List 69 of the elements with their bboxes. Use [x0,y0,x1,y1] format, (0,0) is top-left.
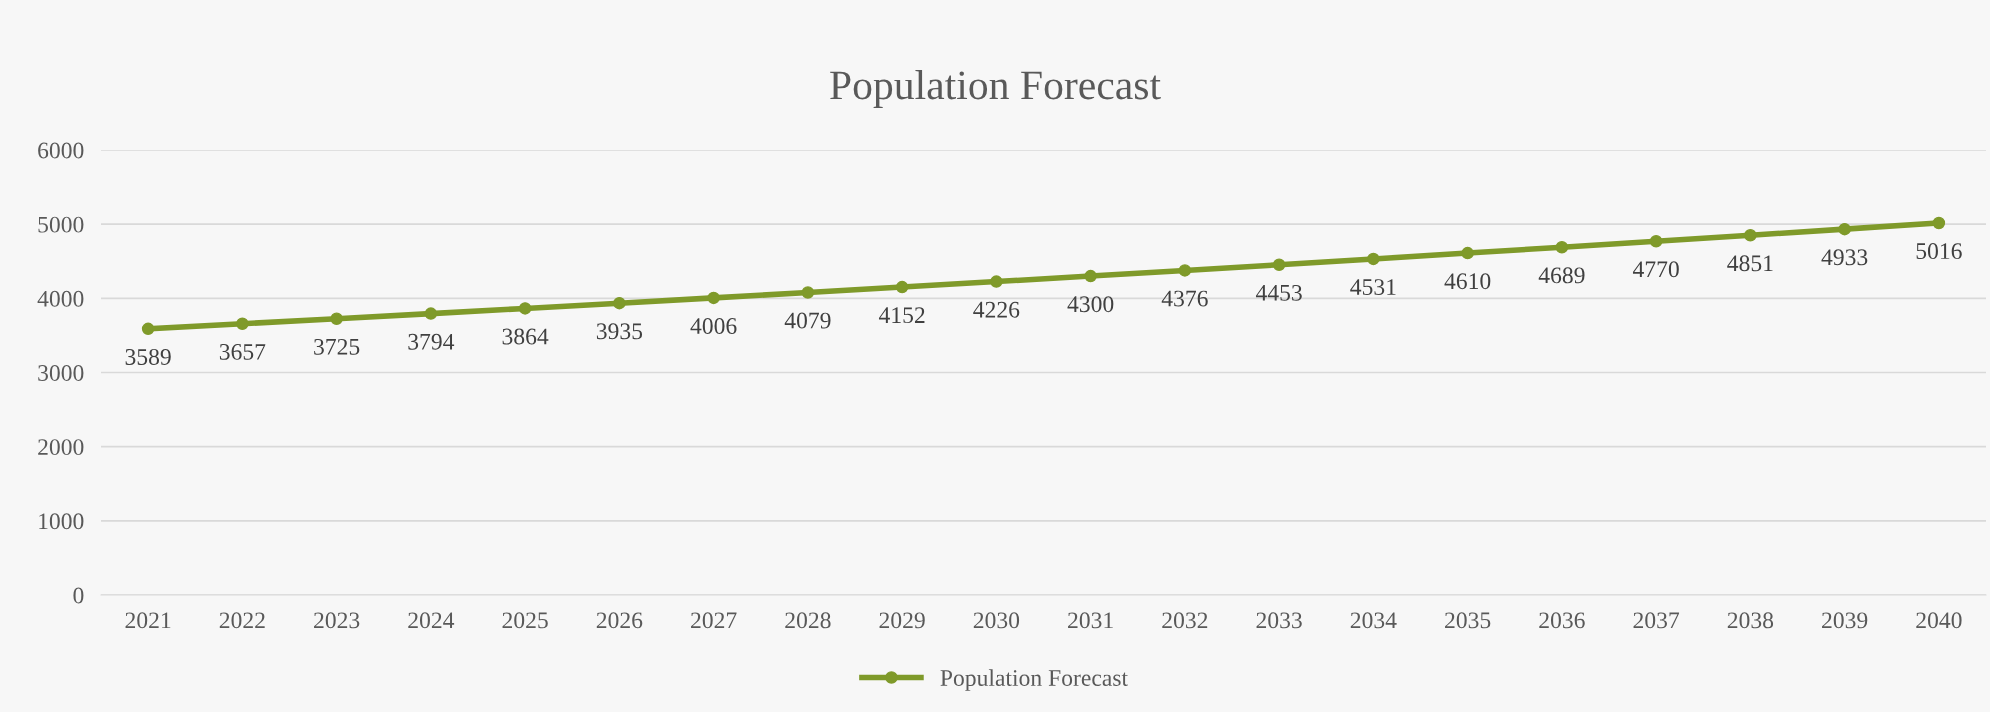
point [141,322,155,336]
point [1838,222,1851,236]
x-tick-label: 2037 [1633,612,1680,629]
point [613,296,626,310]
x-tick-label: 2032 [1162,612,1208,629]
data-label: 4453 [1255,284,1302,301]
x-tick-label: 2038 [1727,612,1774,629]
x-tick-label: 2040 [1916,612,1962,629]
x-tick-label: 2026 [596,612,643,629]
data-label: 4851 [1727,255,1773,272]
x-tick-label: 2021 [125,612,171,629]
point [895,280,909,294]
point [330,312,343,325]
y-tick-label: 1000 [39,513,84,530]
legend-label: Population Forecast [940,669,1128,691]
point [1084,269,1097,283]
y-tick-label: 6000 [38,142,84,159]
point [518,302,532,315]
x-tick-label: 2030 [973,612,1020,629]
x-tick-label: 2023 [314,612,360,629]
x-tick-label: 2031 [1068,612,1113,629]
data-label: 5016 [1916,243,1962,260]
x-tick-label: 2036 [1539,612,1585,629]
point [1461,246,1474,260]
data-label: 3725 [314,338,360,355]
point [1649,234,1663,248]
data-label: 3657 [219,343,266,360]
y-tick-label: 2000 [38,439,84,456]
data-label: 4689 [1538,267,1585,284]
data-label: 3794 [408,333,455,350]
data-label: 4770 [1632,261,1679,278]
y-tick-label: 4000 [37,290,84,307]
point [1932,216,1946,230]
x-tick-label: 2025 [502,612,548,629]
data-label: 3935 [596,323,643,340]
y-tick-label: 0 [73,587,84,604]
point [1744,228,1757,242]
point [1272,258,1286,271]
x-tick-label: 2027 [691,612,737,629]
data-label: 4610 [1444,273,1491,290]
point [801,286,815,299]
point [1367,252,1380,266]
data-label: 4079 [784,312,831,329]
data-label: 3589 [125,348,171,365]
x-tick-label: 2022 [219,612,265,629]
data-label: 4376 [1161,290,1208,307]
x-tick-label: 2024 [408,612,455,629]
data-label: 4226 [973,301,1020,318]
x-tick-label: 2028 [785,612,831,629]
x-tick-label: 2039 [1822,612,1868,629]
x-tick-label: 2033 [1256,612,1302,629]
point [990,275,1003,288]
x-tick-label: 2034 [1350,612,1397,629]
point [236,317,249,331]
point [424,307,438,320]
point [1178,264,1192,277]
data-label: 4006 [690,318,737,334]
chart-title: Population Forecast [830,70,1161,108]
y-tick-label: 3000 [38,364,84,381]
point [707,291,720,305]
x-tick-label: 2035 [1445,612,1491,629]
data-label: 4531 [1350,279,1396,296]
point [1555,240,1569,254]
data-label: 4152 [878,307,925,324]
data-label: 4300 [1067,296,1114,313]
y-tick-label: 5000 [38,216,84,233]
x-tick-label: 2029 [879,612,925,629]
data-label: 3864 [502,328,549,345]
data-label: 4933 [1821,249,1868,266]
